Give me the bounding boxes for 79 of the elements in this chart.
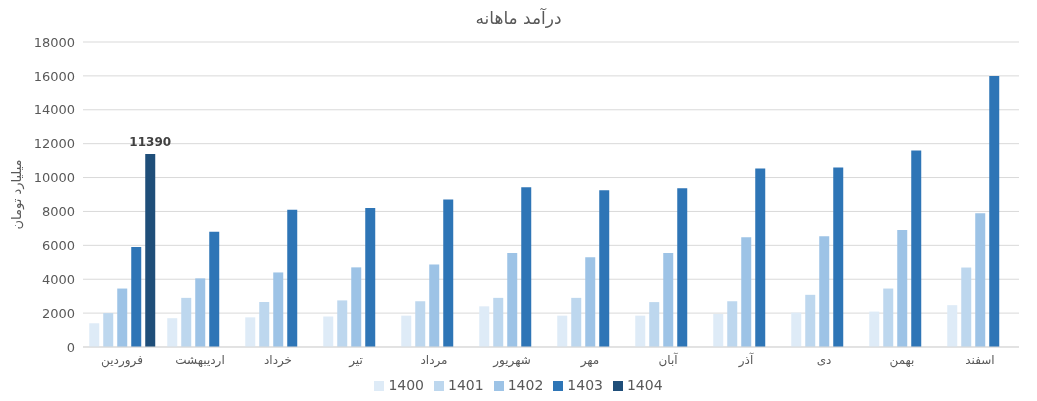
x-tick-label: خرداد: [263, 352, 293, 368]
y-tick-label: 16000: [33, 68, 75, 84]
x-tick-label: آبان: [658, 351, 679, 367]
bar: [259, 302, 270, 347]
bar: [167, 318, 178, 347]
bar: [117, 288, 128, 347]
y-tick-label: 0: [66, 339, 75, 355]
y-tick-label: 10000: [33, 170, 75, 186]
bar: [287, 209, 298, 347]
bar: [337, 300, 348, 347]
y-tick-label: 14000: [33, 102, 75, 118]
legend-label: 1403: [567, 377, 603, 393]
bar: [663, 252, 674, 347]
x-tick-label: فروردین: [101, 352, 143, 368]
bar: [131, 247, 142, 347]
bar: [755, 168, 766, 347]
x-tick-label: آذر: [737, 351, 754, 368]
x-tick-label: مهر: [579, 352, 600, 368]
bar: [585, 257, 596, 347]
bar: [635, 315, 646, 347]
bar: [833, 167, 844, 347]
bar: [897, 230, 908, 347]
bar: [479, 306, 490, 347]
bar: [181, 297, 192, 347]
bar: [713, 313, 724, 347]
x-tick-label: دی: [816, 352, 832, 367]
legend-label: 1401: [448, 377, 484, 393]
bar: [557, 315, 568, 347]
bar: [443, 199, 454, 347]
bar: [961, 267, 972, 347]
bar: [727, 301, 738, 347]
x-tick-label: شهریور: [492, 352, 531, 368]
bar: [599, 190, 610, 347]
bar: [521, 187, 532, 347]
legend-label: 1404: [626, 377, 663, 393]
bar: [493, 297, 504, 347]
x-tick-label: اردیبهشت: [175, 352, 225, 368]
bar: [741, 237, 752, 347]
bar: [911, 150, 922, 347]
bar: [649, 302, 660, 347]
y-axis-title: میلیارد تومان: [8, 159, 25, 230]
bar: [401, 315, 412, 347]
y-tick-label: 4000: [41, 271, 75, 287]
bar: [415, 301, 426, 347]
bar: [209, 231, 220, 347]
bar: [145, 154, 156, 347]
bar: [429, 264, 440, 347]
x-tick-label: مرداد: [420, 352, 448, 368]
x-tick-label: اسفند: [965, 352, 995, 367]
bar: [273, 272, 284, 347]
bar: [507, 252, 518, 347]
bar: [323, 316, 334, 347]
bar: [975, 213, 986, 347]
y-tick-label: 8000: [41, 204, 75, 220]
bar: [819, 236, 830, 347]
bar: [195, 278, 206, 347]
bar: [365, 208, 376, 347]
bar: [947, 305, 958, 347]
bar: [571, 297, 582, 347]
bar: [869, 311, 880, 347]
y-tick-label: 2000: [41, 305, 75, 321]
x-tick-label: تیر: [348, 352, 363, 368]
bar: [103, 313, 114, 347]
bar: [805, 294, 816, 347]
legend-label: 1400: [388, 377, 425, 393]
bar: [677, 188, 688, 347]
y-tick-label: 18000: [33, 34, 75, 50]
bar: [791, 312, 802, 347]
data-label: 11390: [129, 135, 172, 149]
y-tick-label: 12000: [33, 136, 75, 152]
bar: [245, 317, 256, 347]
y-tick-label: 6000: [41, 237, 75, 253]
chart-title: درآمد ماهانه: [474, 8, 563, 30]
bar: [351, 267, 362, 347]
bar: [89, 323, 100, 347]
bar: [989, 75, 1000, 347]
x-tick-label: بهمن: [889, 352, 915, 368]
bar: [883, 288, 894, 347]
legend-label: 1402: [507, 377, 544, 393]
